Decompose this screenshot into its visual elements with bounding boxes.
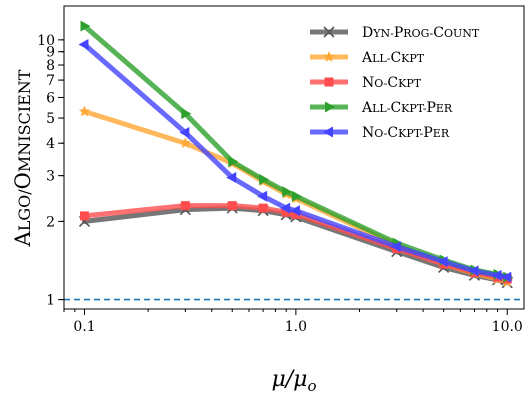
y-tick-label: 4 bbox=[46, 136, 55, 152]
y-tick-label: 10 bbox=[37, 33, 55, 49]
y-tick-label: 9 bbox=[46, 45, 55, 61]
y-tick-label: 8 bbox=[46, 58, 55, 74]
data-point bbox=[323, 26, 335, 38]
data-point bbox=[80, 20, 91, 32]
plot-frame bbox=[63, 5, 525, 310]
y-axis-title: ALGO/OMNISCIENT bbox=[11, 69, 35, 247]
data-point bbox=[259, 173, 270, 185]
y-tick-label: 3 bbox=[46, 169, 55, 185]
y-tick-label: 1 bbox=[46, 293, 55, 309]
data-point bbox=[179, 126, 190, 138]
legend-item: ALL-CKPT-PER bbox=[310, 100, 453, 116]
data-point bbox=[179, 137, 192, 149]
data-point bbox=[227, 201, 237, 211]
y-tick-label: 7 bbox=[46, 73, 55, 89]
data-point bbox=[181, 108, 192, 120]
data-point bbox=[324, 77, 334, 87]
legend-label: NO-CKPT-PER bbox=[362, 125, 450, 141]
data-point bbox=[78, 105, 91, 117]
data-point bbox=[258, 203, 268, 213]
x-tick-label: 10.0 bbox=[492, 319, 523, 335]
series-line bbox=[82, 205, 510, 286]
data-point bbox=[291, 209, 301, 219]
x-tick-label: 1.0 bbox=[285, 319, 307, 335]
data-point bbox=[280, 202, 291, 214]
series-layer bbox=[78, 20, 514, 289]
x-tick-label: 0.1 bbox=[73, 319, 95, 335]
y-tick-label: 2 bbox=[46, 214, 55, 230]
y-tick-label: 6 bbox=[46, 90, 55, 106]
legend-item: NO-CKPT bbox=[310, 75, 422, 91]
data-point bbox=[281, 207, 291, 217]
data-point bbox=[437, 256, 448, 268]
data-point bbox=[468, 265, 479, 277]
data-point bbox=[289, 205, 300, 217]
legend-item: ALL-CKPT bbox=[310, 50, 425, 66]
data-point bbox=[228, 156, 239, 168]
data-point bbox=[323, 51, 335, 62]
series bbox=[80, 20, 514, 283]
data-point bbox=[79, 211, 89, 221]
data-point bbox=[180, 201, 190, 211]
x-axis-title: μ/μo bbox=[271, 367, 316, 394]
legend-label: DYN-PROG-COUNT bbox=[362, 25, 480, 41]
x-axis: 0.1 1.0 10.0 bbox=[63, 309, 523, 335]
legend-label: NO-CKPT bbox=[362, 75, 422, 91]
data-point bbox=[501, 271, 512, 283]
legend: DYN-PROG-COUNT ALL-CKPT NO-CKPT ALL-CKPT-PE… bbox=[310, 25, 480, 141]
legend-item: DYN-PROG-COUNT bbox=[310, 25, 480, 41]
data-point bbox=[491, 269, 502, 281]
series bbox=[78, 38, 512, 283]
data-point bbox=[257, 190, 268, 202]
series-line bbox=[82, 23, 510, 280]
data-point bbox=[282, 186, 293, 198]
data-point bbox=[390, 241, 401, 253]
data-point bbox=[323, 126, 333, 138]
data-point bbox=[291, 190, 302, 202]
legend-label: ALL-CKPT bbox=[361, 50, 425, 66]
data-point bbox=[78, 38, 89, 50]
legend-item: NO-CKPT-PER bbox=[310, 125, 450, 141]
data-point bbox=[325, 101, 335, 113]
y-tick-label: 5 bbox=[46, 111, 55, 127]
data-point bbox=[226, 172, 237, 184]
legend-label: ALL-CKPT-PER bbox=[361, 100, 453, 116]
